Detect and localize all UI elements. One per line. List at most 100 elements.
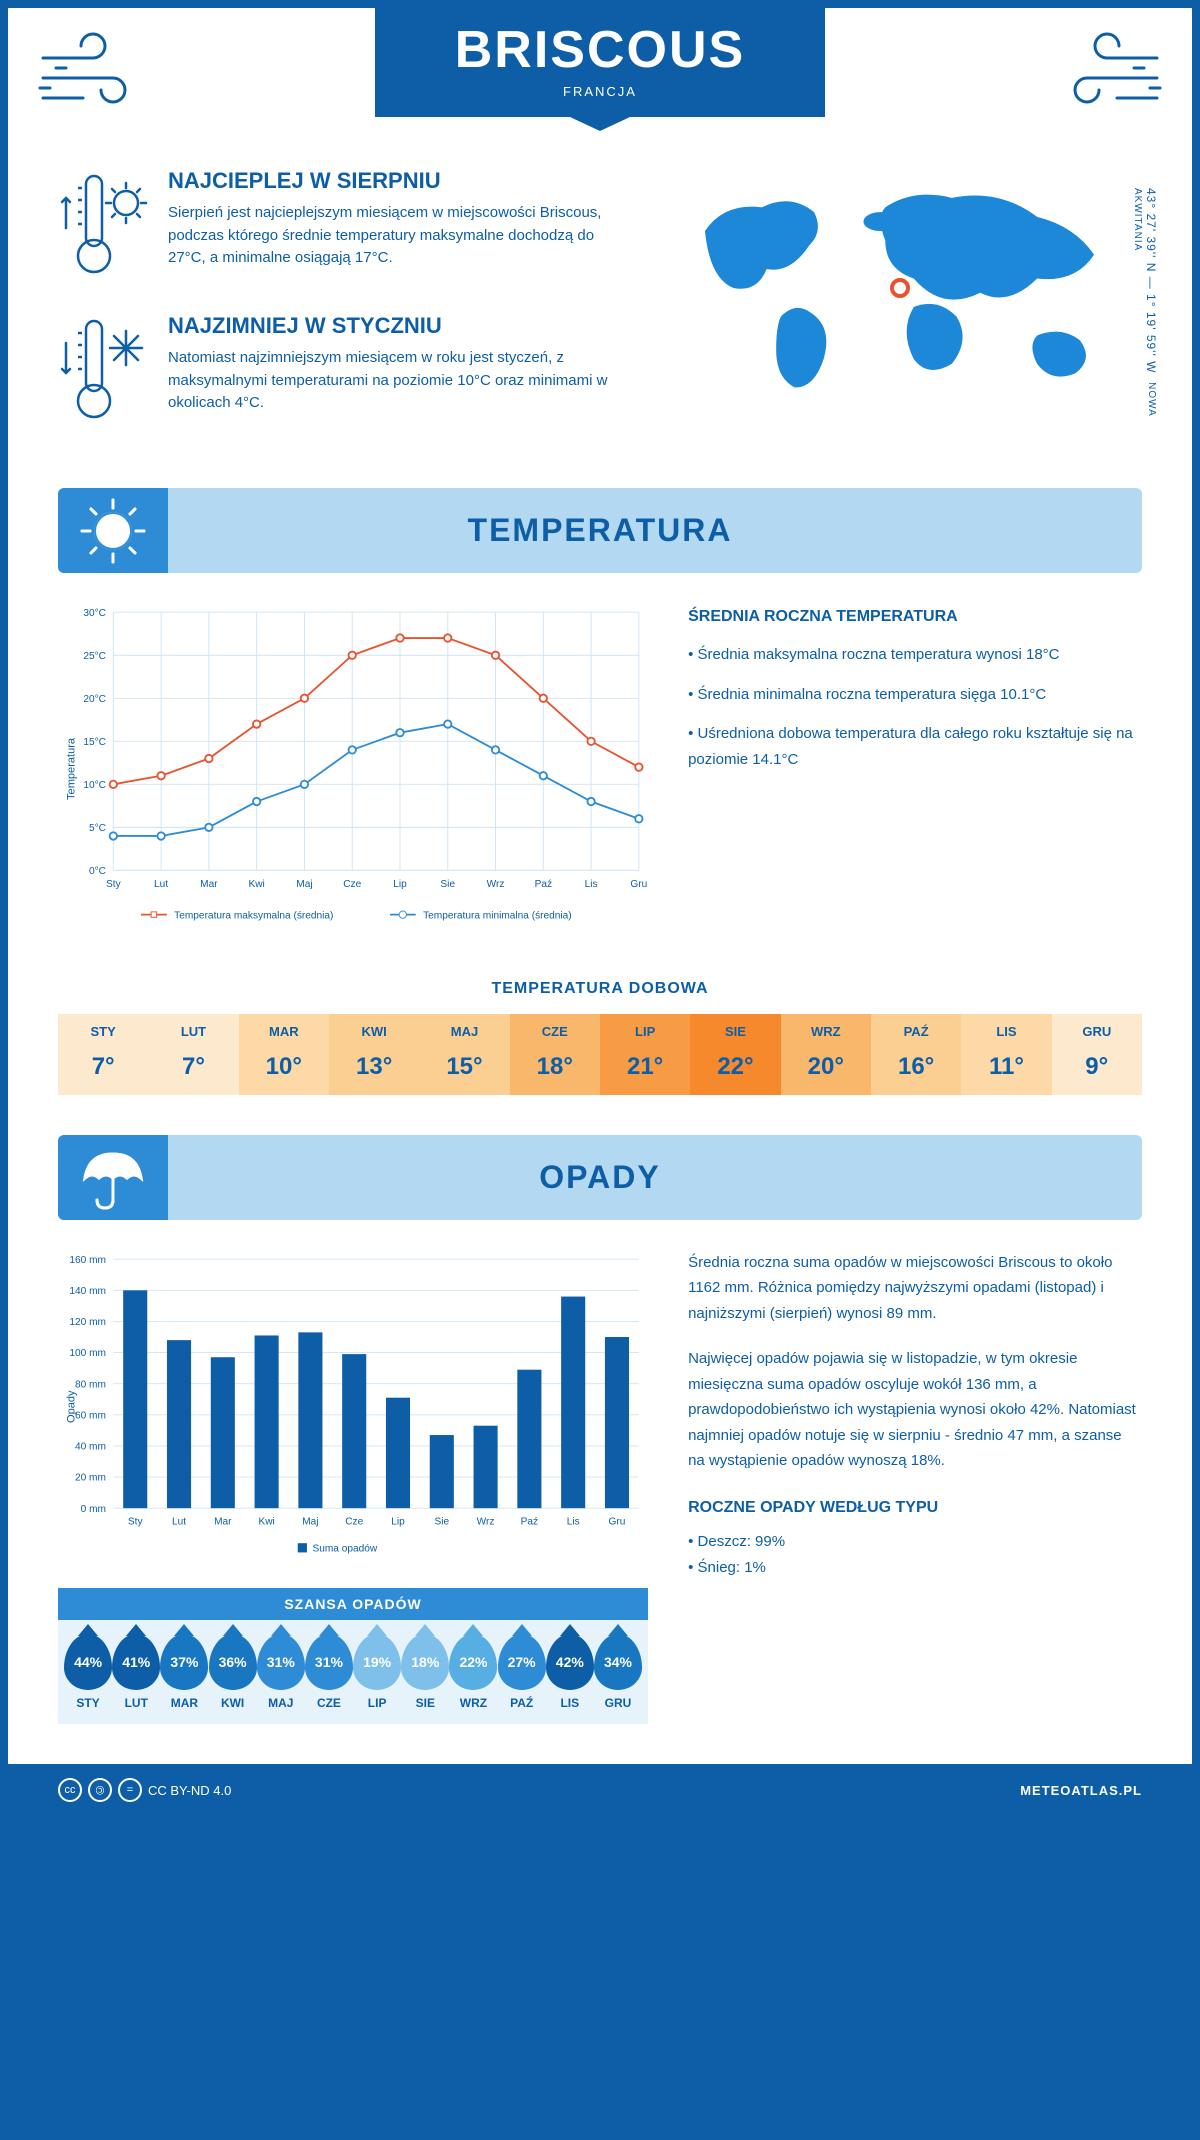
rain-chance-drop: .drop-cell:nth-child(9) .drop::before{bo… [449, 1634, 497, 1710]
daily-temp-cell: PAŹ16° [871, 1014, 961, 1095]
umbrella-icon [58, 1135, 168, 1220]
rain-chance-drop: .drop-cell:nth-child(6) .drop::before{bo… [305, 1634, 353, 1710]
svg-text:60 mm: 60 mm [75, 1410, 106, 1421]
rain-chance-drop: .drop-cell:nth-child(4) .drop::before{bo… [209, 1634, 257, 1710]
svg-text:Wrz: Wrz [477, 1517, 495, 1528]
rain-chance-drop: .drop-cell:nth-child(7) .drop::before{bo… [353, 1634, 401, 1710]
svg-text:Lis: Lis [585, 879, 598, 890]
svg-text:Suma opadów: Suma opadów [312, 1543, 377, 1554]
rain-chance-drop: .drop-cell:nth-child(2) .drop::before{bo… [112, 1634, 160, 1710]
title-ribbon: BRISCOUS FRANCJA [375, 8, 825, 117]
rain-chance-drop: .drop-cell:nth-child(8) .drop::before{bo… [401, 1634, 449, 1710]
svg-text:140 mm: 140 mm [69, 1286, 106, 1297]
precip-rain-pct: • Deszcz: 99% [688, 1529, 1142, 1555]
avg-max: • Średnia maksymalna roczna temperatura … [688, 642, 1142, 668]
temperature-line-chart: 0°C5°C10°C15°C20°C25°C30°CStyLutMarKwiMa… [58, 603, 648, 940]
svg-text:Lip: Lip [393, 879, 407, 890]
svg-text:Paź: Paź [535, 879, 552, 890]
svg-text:Maj: Maj [302, 1517, 318, 1528]
daily-temp-cell: STY7° [58, 1014, 148, 1095]
daily-temp-cell: LIP21° [600, 1014, 690, 1095]
intro-section: NAJCIEPLEJ W SIERPNIU Sierpień jest najc… [8, 148, 1192, 488]
svg-text:30°C: 30°C [83, 608, 106, 619]
precipitation-banner: OPADY [58, 1135, 1142, 1220]
svg-text:Mar: Mar [200, 879, 218, 890]
world-map: 43° 27' 39'' N — 1° 19' 59'' W NOWA AKWI… [667, 168, 1142, 458]
warmest-block: NAJCIEPLEJ W SIERPNIU Sierpień jest najc… [58, 168, 627, 283]
svg-text:Gru: Gru [630, 879, 647, 890]
svg-text:Sie: Sie [440, 879, 455, 890]
svg-text:80 mm: 80 mm [75, 1379, 106, 1390]
rain-chance-drop: .drop-cell:nth-child(12) .drop::before{b… [594, 1634, 642, 1710]
svg-text:0°C: 0°C [89, 866, 106, 877]
rain-chance-title: SZANSA OPADÓW [58, 1588, 648, 1620]
license: cc 🄯 = CC BY-ND 4.0 [58, 1778, 231, 1802]
rain-chance-panel: SZANSA OPADÓW .drop-cell:nth-child(1) .d… [58, 1588, 648, 1724]
coldest-title: NAJZIMNIEJ W STYCZNIU [168, 313, 627, 339]
svg-text:5°C: 5°C [89, 823, 106, 834]
svg-text:Cze: Cze [345, 1517, 363, 1528]
avg-daily: • Uśredniona dobowa temperatura dla całe… [688, 721, 1142, 772]
daily-temp-cell: LIS11° [961, 1014, 1051, 1095]
precip-text-1: Średnia roczna suma opadów w miejscowośc… [688, 1250, 1142, 1327]
svg-text:Lip: Lip [391, 1517, 405, 1528]
coldest-block: NAJZIMNIEJ W STYCZNIU Natomiast najzimni… [58, 313, 627, 428]
svg-text:Wrz: Wrz [487, 879, 505, 890]
temperature-banner: TEMPERATURA [58, 488, 1142, 573]
daily-temp-cell: GRU9° [1052, 1014, 1142, 1095]
svg-text:Temperatura minimalna (średnia: Temperatura minimalna (średnia) [423, 910, 572, 921]
svg-text:40 mm: 40 mm [75, 1442, 106, 1453]
precip-snow-pct: • Śnieg: 1% [688, 1555, 1142, 1581]
svg-text:Paź: Paź [521, 1517, 538, 1528]
rain-chance-drop: .drop-cell:nth-child(5) .drop::before{bo… [257, 1634, 305, 1710]
svg-text:15°C: 15°C [83, 737, 106, 748]
daily-temp-cell: MAJ15° [419, 1014, 509, 1095]
svg-text:Mar: Mar [214, 1517, 232, 1528]
svg-text:Lis: Lis [567, 1517, 580, 1528]
nd-icon: = [118, 1778, 142, 1802]
rain-chance-drop: .drop-cell:nth-child(11) .drop::before{b… [546, 1634, 594, 1710]
svg-text:Sty: Sty [106, 879, 122, 890]
svg-text:Kwi: Kwi [258, 1517, 274, 1528]
wind-icon [38, 28, 148, 123]
daily-temp-title: TEMPERATURA DOBOWA [8, 980, 1192, 998]
footer: cc 🄯 = CC BY-ND 4.0 METEOATLAS.PL [8, 1764, 1192, 1816]
rain-chance-drop: .drop-cell:nth-child(3) .drop::before{bo… [160, 1634, 208, 1710]
coordinates: 43° 27' 39'' N — 1° 19' 59'' W NOWA AKWI… [1130, 188, 1158, 458]
header: BRISCOUS FRANCJA [8, 8, 1192, 148]
page-subtitle: FRANCJA [455, 84, 745, 99]
daily-temp-cell: KWI13° [329, 1014, 419, 1095]
svg-text:160 mm: 160 mm [69, 1255, 106, 1266]
avg-temp-title: ŚREDNIA ROCZNA TEMPERATURA [688, 603, 1142, 630]
daily-temp-cell: MAR10° [239, 1014, 329, 1095]
svg-text:20°C: 20°C [83, 694, 106, 705]
avg-min: • Średnia minimalna roczna temperatura s… [688, 682, 1142, 708]
temperature-summary: ŚREDNIA ROCZNA TEMPERATURA • Średnia mak… [688, 603, 1142, 940]
daily-temp-cell: CZE18° [510, 1014, 600, 1095]
rain-chance-drop: .drop-cell:nth-child(1) .drop::before{bo… [64, 1634, 112, 1710]
precip-text-2: Najwięcej opadów pojawia się w listopadz… [688, 1346, 1142, 1474]
sun-icon [58, 488, 168, 573]
coldest-text: Natomiast najzimniejszym miesiącem w rok… [168, 347, 627, 415]
thermometer-cold-icon [58, 313, 148, 428]
daily-temp-cell: WRZ20° [781, 1014, 871, 1095]
brand: METEOATLAS.PL [1020, 1783, 1142, 1798]
license-text: CC BY-ND 4.0 [148, 1783, 231, 1798]
warmest-text: Sierpień jest najcieplejszym miesiącem w… [168, 202, 627, 270]
svg-text:Opady: Opady [66, 1390, 78, 1423]
svg-text:Kwi: Kwi [248, 879, 264, 890]
wind-icon [1052, 28, 1162, 123]
precipitation-summary: Średnia roczna suma opadów w miejscowośc… [688, 1250, 1142, 1724]
svg-text:120 mm: 120 mm [69, 1317, 106, 1328]
precip-by-type-title: ROCZNE OPADY WEDŁUG TYPU [688, 1494, 1142, 1521]
by-icon: 🄯 [88, 1778, 112, 1802]
cc-icon: cc [58, 1778, 82, 1802]
svg-text:100 mm: 100 mm [69, 1348, 106, 1359]
svg-text:Lut: Lut [154, 879, 168, 890]
precipitation-bar-chart: 0 mm20 mm40 mm60 mm80 mm100 mm120 mm140 … [58, 1250, 648, 1568]
warmest-title: NAJCIEPLEJ W SIERPNIU [168, 168, 627, 194]
thermometer-hot-icon [58, 168, 148, 283]
svg-text:Temperatura maksymalna (średni: Temperatura maksymalna (średnia) [174, 910, 333, 921]
svg-text:Cze: Cze [343, 879, 361, 890]
svg-text:Sty: Sty [128, 1517, 144, 1528]
